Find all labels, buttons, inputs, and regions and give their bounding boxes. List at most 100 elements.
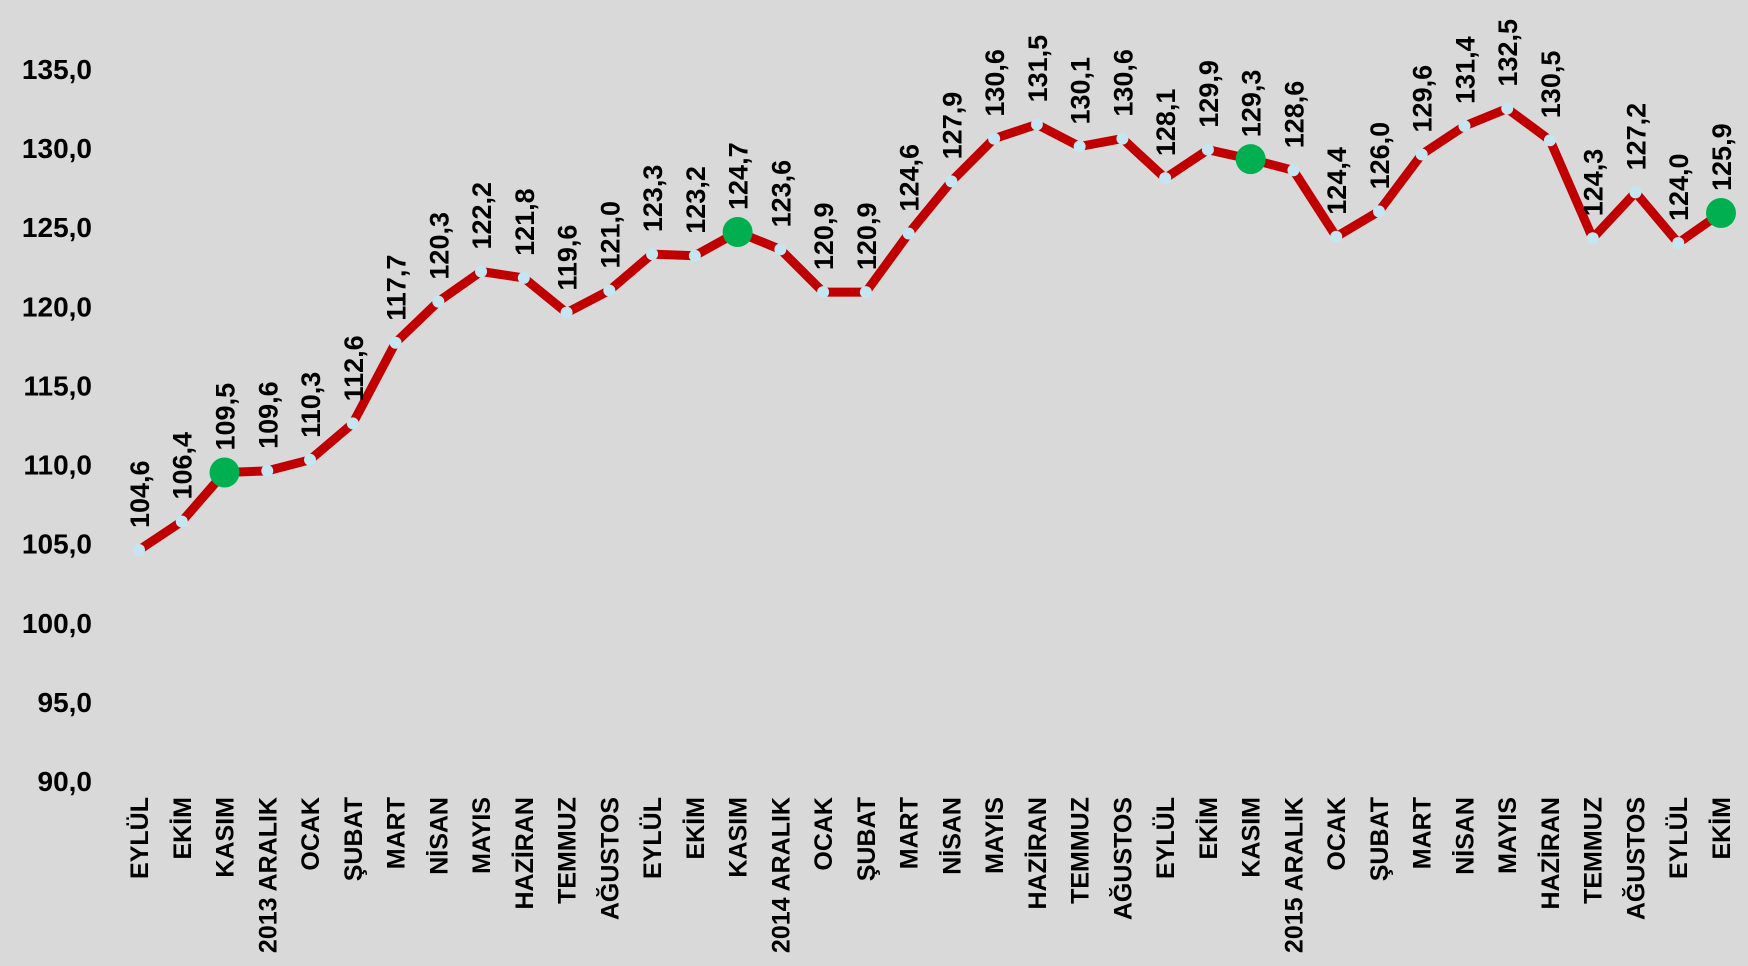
data-label: 119,6	[553, 225, 583, 291]
data-marker	[1501, 102, 1514, 115]
x-tick-label: AĞUSTOS	[595, 797, 624, 920]
x-tick-label: NİSAN	[1451, 797, 1479, 875]
data-label: 109,6	[253, 381, 283, 449]
data-marker	[560, 306, 573, 319]
data-label: 130,6	[980, 49, 1010, 117]
data-labels: 104,6 106,4 109,5 109,6 110,3 112,6 117,7 120,3…	[125, 19, 1737, 528]
x-axis: EYLÜL EKİM KASIM 2013 ARALIK OCAK ŞUBAT MART Nİ…	[125, 797, 1736, 953]
x-tick-label: KASIM	[212, 797, 240, 878]
data-label: 106,4	[168, 432, 198, 500]
data-label: 130,5	[1536, 51, 1566, 119]
data-label: 124,7	[724, 142, 754, 210]
y-tick-label: 100,0	[22, 608, 92, 639]
data-label: 127,9	[937, 92, 967, 160]
x-tick-label: EKİM	[169, 797, 197, 860]
x-tick-label: ŞUBAT	[853, 797, 881, 881]
y-tick-label: 120,0	[22, 291, 92, 322]
y-tick-label: 110,0	[23, 450, 92, 481]
data-label: 131,4	[1450, 36, 1480, 104]
x-tick-label: AĞUSTOS	[1108, 797, 1137, 920]
data-label: 120,9	[852, 203, 882, 271]
data-marker	[389, 336, 402, 349]
x-tick-label: EKİM	[1708, 797, 1736, 860]
data-marker	[517, 271, 530, 284]
highlighted-marker	[722, 216, 753, 247]
data-marker	[988, 132, 1001, 145]
data-label: 128,6	[1279, 81, 1309, 149]
x-tick-label: 2015 ARALIK	[1280, 797, 1308, 953]
series-line	[134, 104, 1726, 555]
y-tick-label: 125,0	[22, 212, 92, 243]
highlighted-marker	[1235, 144, 1266, 175]
data-marker	[346, 417, 359, 430]
data-label: 129,9	[1194, 60, 1224, 128]
data-marker	[1415, 148, 1428, 161]
x-tick-label: TEMMUZ	[1067, 797, 1095, 904]
x-tick-label: OCAK	[810, 797, 838, 871]
x-tick-label: NİSAN	[938, 797, 966, 875]
data-marker	[1287, 164, 1300, 177]
x-tick-label: MART	[1409, 797, 1437, 869]
data-label: 130,1	[1066, 57, 1096, 125]
data-label: 120,9	[809, 203, 839, 271]
data-label: 127,2	[1621, 103, 1651, 171]
data-markers	[133, 102, 1736, 556]
x-tick-label: MAYIS	[981, 797, 1009, 874]
data-label: 131,5	[1023, 35, 1053, 103]
data-marker	[432, 295, 445, 308]
data-label: 124,4	[1322, 147, 1352, 215]
highlighted-marker	[1706, 197, 1736, 228]
data-label: 124,3	[1579, 149, 1609, 217]
x-tick-label: EYLÜL	[1664, 797, 1693, 879]
y-tick-label: 95,0	[38, 687, 93, 718]
y-axis: 90,0 95,0 100,0 105,0 110,0 115,0 120,0 125,0 13…	[22, 54, 92, 797]
data-marker	[304, 453, 317, 466]
data-marker	[1073, 140, 1086, 153]
data-marker	[175, 515, 188, 528]
x-tick-label: 2013 ARALIK	[254, 797, 282, 953]
data-marker	[1629, 186, 1642, 199]
data-label: 125,9	[1707, 123, 1737, 191]
data-marker	[603, 284, 616, 297]
data-label: 123,6	[766, 160, 796, 228]
data-marker	[1330, 230, 1343, 243]
data-label: 122,2	[467, 182, 497, 250]
x-tick-label: HAZİRAN	[1024, 797, 1052, 910]
y-tick-label: 135,0	[22, 54, 92, 85]
x-tick-label: MART	[896, 797, 924, 869]
data-marker	[1672, 237, 1685, 250]
data-marker	[945, 175, 958, 188]
x-tick-label: HAZİRAN	[1537, 797, 1565, 910]
data-label: 128,1	[1151, 89, 1181, 157]
data-marker	[688, 249, 701, 262]
data-label: 129,6	[1408, 65, 1438, 133]
data-label: 126,0	[1365, 122, 1395, 190]
x-tick-label: KASIM	[1238, 797, 1266, 878]
x-tick-label: MAYIS	[468, 797, 496, 874]
x-tick-label: 2014 ARALIK	[767, 797, 795, 953]
data-label: 123,3	[638, 165, 668, 233]
data-marker	[1543, 134, 1556, 147]
x-tick-label: MART	[383, 797, 411, 869]
data-marker	[1159, 172, 1172, 185]
data-marker	[1372, 205, 1385, 218]
x-tick-label: OCAK	[1323, 797, 1351, 871]
data-marker	[817, 286, 830, 299]
data-marker	[475, 265, 488, 278]
x-tick-label: EYLÜL	[1151, 797, 1180, 879]
data-label: 129,3	[1237, 70, 1267, 138]
x-tick-label: AĞUSTOS	[1621, 797, 1650, 920]
x-tick-label: ŞUBAT	[1366, 797, 1394, 881]
x-tick-label: EYLÜL	[638, 797, 667, 879]
data-marker	[646, 248, 659, 261]
data-label: 104,6	[125, 460, 155, 528]
data-label: 121,8	[510, 188, 540, 256]
x-tick-label: EYLÜL	[125, 797, 154, 879]
x-tick-label: TEMMUZ	[554, 797, 582, 904]
data-marker	[1201, 143, 1214, 156]
data-marker	[1458, 119, 1471, 132]
x-tick-label: TEMMUZ	[1580, 797, 1608, 904]
data-label: 110,3	[296, 372, 326, 438]
